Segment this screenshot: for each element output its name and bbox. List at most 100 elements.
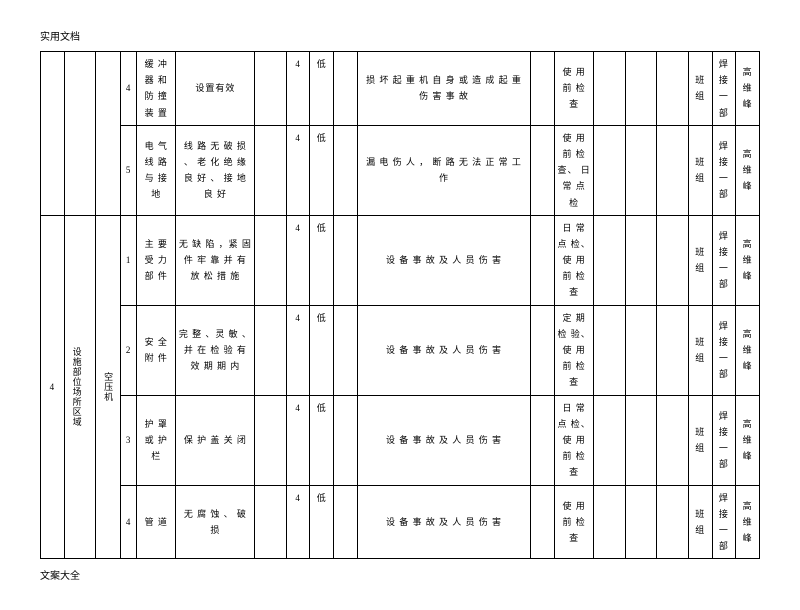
cell-control: 日 常 点 检、 使 用 前 检 查 — [554, 215, 593, 305]
cell-dept: 焊接 一部 — [712, 395, 736, 485]
cell-empty — [657, 395, 689, 485]
cell-condition: 无 缺 陷 ，紧 固 件 牢 靠 并 有 放 松 措 施 — [176, 215, 255, 305]
cell-condition: 无 腐 蚀 、 破 损 — [176, 485, 255, 559]
cell-empty — [625, 305, 657, 395]
cell-empty — [531, 305, 555, 395]
cell-empty — [531, 215, 555, 305]
cell-condition: 设置有效 — [176, 52, 255, 126]
cell-empty — [657, 215, 689, 305]
table-row: 4管 道无 腐 蚀 、 破 损4低设 备 事 故 及 人 员 伤 害使 用 前 … — [41, 485, 760, 559]
cell-description: 设 备 事 故 及 人 员 伤 害 — [357, 305, 531, 395]
page-header: 实用文档 — [40, 28, 780, 43]
cell-control: 使 用 前 检 查、 日 常 点 检 — [554, 125, 593, 215]
cell-description: 设 备 事 故 及 人 员 伤 害 — [357, 395, 531, 485]
cell-category — [64, 52, 96, 216]
cell-unit: 班 组 — [688, 395, 712, 485]
cell-empty — [657, 305, 689, 395]
cell-control: 使 用 前 检 查 — [554, 52, 593, 126]
page-footer: 文案大全 — [40, 567, 780, 582]
cell-level: 低 — [310, 395, 334, 485]
cell-part: 护 罩 或 护 栏 — [137, 395, 176, 485]
cell-empty — [594, 395, 626, 485]
cell-level: 低 — [310, 305, 334, 395]
cell-score: 4 — [286, 52, 310, 126]
cell-person: 高 维 峰 — [736, 52, 760, 126]
cell-empty — [255, 305, 287, 395]
cell-empty — [594, 215, 626, 305]
cell-empty — [334, 485, 358, 559]
table-row: 5电 气 线 路 与 接 地线 路 无 破 损 、 老 化 绝 缘 良 好 、 … — [41, 125, 760, 215]
cell-empty — [657, 485, 689, 559]
table-row: 3护 罩 或 护 栏保 护 盖 关 闭4低设 备 事 故 及 人 员 伤 害日 … — [41, 395, 760, 485]
cell-empty — [334, 52, 358, 126]
cell-part: 主 要 受 力 部 件 — [137, 215, 176, 305]
cell-part: 管 道 — [137, 485, 176, 559]
cell-empty — [625, 215, 657, 305]
cell-num: 5 — [121, 125, 137, 215]
cell-empty — [531, 125, 555, 215]
cell-person: 高 维 峰 — [736, 395, 760, 485]
cell-num: 4 — [121, 485, 137, 559]
cell-empty — [531, 485, 555, 559]
cell-score: 4 — [286, 395, 310, 485]
cell-score: 4 — [286, 215, 310, 305]
cell-description: 漏 电 伤 人 ， 断 路 无 法 正 常 工 作 — [357, 125, 531, 215]
cell-empty — [657, 52, 689, 126]
cell-part: 缓 冲 器 和 防 撞 装 置 — [137, 52, 176, 126]
cell-control: 日 常 点 检、 使 用 前 检 查 — [554, 395, 593, 485]
cell-unit: 班 组 — [688, 215, 712, 305]
table-row: 4缓 冲 器 和 防 撞 装 置设置有效4低损 坏 起 重 机 自 身 或 造 … — [41, 52, 760, 126]
cell-num: 4 — [121, 52, 137, 126]
cell-level: 低 — [310, 215, 334, 305]
cell-category: 设施部位场所区域 — [64, 215, 96, 559]
cell-empty — [334, 305, 358, 395]
cell-empty — [594, 485, 626, 559]
table-row: 2安 全 附 件完 整 、灵 敏 、 并 在 检 验 有 效 期 期 内4低设 … — [41, 305, 760, 395]
cell-description: 设 备 事 故 及 人 员 伤 害 — [357, 485, 531, 559]
cell-condition: 完 整 、灵 敏 、 并 在 检 验 有 效 期 期 内 — [176, 305, 255, 395]
cell-unit: 班 组 — [688, 485, 712, 559]
cell-unit: 班 组 — [688, 125, 712, 215]
cell-unit: 班 组 — [688, 52, 712, 126]
cell-empty — [594, 125, 626, 215]
cell-empty — [255, 485, 287, 559]
cell-level: 低 — [310, 485, 334, 559]
cell-person: 高 维 峰 — [736, 485, 760, 559]
cell-person: 高 维 峰 — [736, 305, 760, 395]
cell-description: 损 坏 起 重 机 自 身 或 造 成 起 重 伤 害 事 故 — [357, 52, 531, 126]
cell-control: 使 用 前 检 查 — [554, 485, 593, 559]
cell-condition: 线 路 无 破 损 、 老 化 绝 缘 良 好 、 接 地 良 好 — [176, 125, 255, 215]
cell-score: 4 — [286, 305, 310, 395]
cell-unit: 班 组 — [688, 305, 712, 395]
cell-control: 定 期 检 验、 使 用 前 检 查 — [554, 305, 593, 395]
cell-empty — [625, 125, 657, 215]
cell-empty — [334, 395, 358, 485]
cell-dept: 焊接 一部 — [712, 215, 736, 305]
cell-machine: 空压机 — [96, 215, 121, 559]
cell-part: 电 气 线 路 与 接 地 — [137, 125, 176, 215]
cell-seq: 4 — [41, 215, 65, 559]
cell-empty — [255, 52, 287, 126]
cell-level: 低 — [310, 125, 334, 215]
risk-table: 4缓 冲 器 和 防 撞 装 置设置有效4低损 坏 起 重 机 自 身 或 造 … — [40, 51, 760, 559]
cell-empty — [625, 52, 657, 126]
cell-person: 高 维 峰 — [736, 125, 760, 215]
cell-dept: 焊接 一部 — [712, 52, 736, 126]
cell-empty — [255, 215, 287, 305]
cell-description: 设 备 事 故 及 人 员 伤 害 — [357, 215, 531, 305]
cell-seq — [41, 52, 65, 216]
cell-num: 1 — [121, 215, 137, 305]
cell-score: 4 — [286, 125, 310, 215]
cell-person: 高 维 峰 — [736, 215, 760, 305]
cell-empty — [625, 395, 657, 485]
cell-empty — [334, 215, 358, 305]
cell-empty — [594, 305, 626, 395]
cell-dept: 焊接 一部 — [712, 125, 736, 215]
cell-dept: 焊接 一部 — [712, 485, 736, 559]
cell-empty — [531, 52, 555, 126]
cell-empty — [255, 395, 287, 485]
cell-level: 低 — [310, 52, 334, 126]
cell-score: 4 — [286, 485, 310, 559]
cell-machine — [96, 52, 121, 216]
cell-empty — [531, 395, 555, 485]
